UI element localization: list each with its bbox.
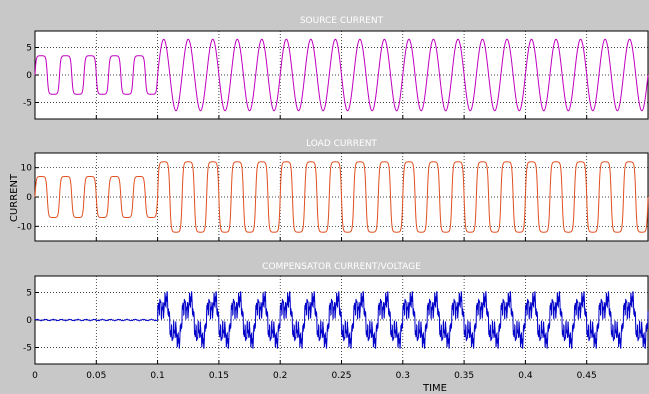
subplot-3: COMPENSATOR CURRENT/VOLTAGE 5 0 -5 0 0.05 0.1 0… (23, 256, 649, 394)
y-tick-label: 0 (26, 71, 32, 81)
y-tick-label: -5 (23, 99, 32, 109)
y-tick-label: 10 (21, 164, 33, 174)
subplot-1: SOURCE CURRENT 5 0 -5 (23, 10, 649, 120)
x-tick-label: 0.15 (209, 371, 229, 381)
subplot-title: SOURCE CURRENT (300, 16, 384, 26)
subplot-title-bar (35, 133, 648, 153)
x-tick-label: 0.25 (331, 371, 351, 381)
x-tick-label: 0.35 (454, 371, 474, 381)
subplot-title: LOAD CURRENT (306, 139, 377, 149)
y-tick-label: -10 (17, 222, 32, 232)
x-tick-label: 0.45 (577, 371, 597, 381)
subplot-title-bar (35, 256, 648, 276)
y-tick-label: 5 (26, 289, 32, 299)
x-tick-label: 0.2 (273, 371, 287, 381)
series-line-1 (34, 38, 649, 112)
subplot-title-bar (35, 10, 648, 31)
y-axis-label: CURRENT (9, 173, 20, 222)
x-tick-label: 0 (32, 371, 38, 381)
x-tick-label: 0.3 (396, 371, 410, 381)
x-tick-label: 0.1 (150, 371, 164, 381)
series-line-1 (34, 161, 649, 233)
y-tick-label: 0 (26, 193, 32, 203)
y-tick-label: 5 (26, 44, 32, 54)
x-tick-label: 0.4 (518, 371, 533, 381)
y-tick-label: 0 (26, 316, 32, 326)
series-line-1 (34, 291, 649, 349)
x-tick-label: 0.05 (86, 371, 106, 381)
y-tick-label: -5 (23, 344, 32, 354)
x-axis-label: TIME (422, 383, 447, 394)
subplot-title: COMPENSATOR CURRENT/VOLTAGE (262, 262, 421, 272)
